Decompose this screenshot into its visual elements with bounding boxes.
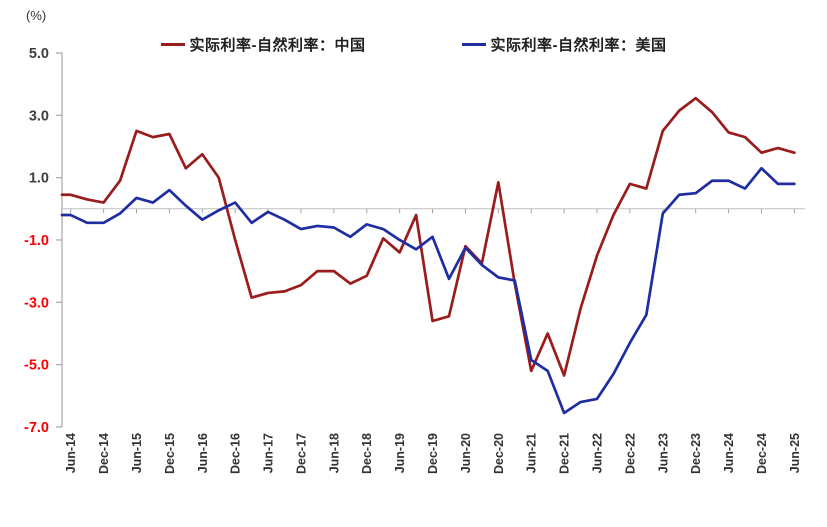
x-axis-label: Jun-25: [788, 433, 802, 473]
x-axis-label: Dec-23: [689, 433, 703, 474]
x-axis-label: Dec-20: [492, 433, 506, 474]
y-tick-label: 5.0: [29, 46, 49, 62]
us-line-swatch: [461, 43, 486, 46]
y-axis-unit-label: (%): [26, 8, 47, 23]
x-axis-label: Jun-19: [393, 433, 407, 473]
y-tick-label: -1.0: [24, 233, 49, 249]
legend-item-china: 实际利率-自然利率：中国: [160, 34, 366, 55]
x-axis-label: Dec-18: [360, 433, 374, 474]
legend-label-china: 实际利率-自然利率：中国: [189, 37, 366, 54]
series-line-china: [60, 96, 796, 377]
x-axis-label: Dec-19: [426, 433, 440, 474]
x-axis-label: Jun-20: [459, 433, 473, 473]
legend-label-us: 实际利率-自然利率：美国: [490, 37, 667, 54]
x-axis-label: Dec-16: [229, 433, 243, 474]
x-axis-label: Dec-21: [558, 433, 572, 474]
x-axis-label: Dec-15: [163, 433, 177, 474]
y-tick-label: -7.0: [24, 420, 49, 436]
legend: 实际利率-自然利率：中国 实际利率-自然利率：美国: [0, 34, 827, 55]
y-tick-label: 3.0: [29, 108, 49, 124]
x-axis-label: Jun-22: [591, 433, 605, 473]
legend-item-us: 实际利率-自然利率：美国: [461, 34, 667, 55]
x-axis-label: Jun-18: [327, 433, 341, 473]
x-axis-label: Jun-14: [64, 433, 78, 473]
x-axis-label: Jun-16: [196, 433, 210, 473]
x-axis-label: Jun-21: [525, 433, 539, 473]
y-tick-label: -5.0: [24, 358, 49, 374]
x-axis-label: Jun-24: [722, 433, 736, 473]
series-line-us: [60, 166, 796, 415]
x-axis-label: Jun-17: [262, 433, 276, 473]
x-axis-label: Jun-23: [656, 433, 670, 473]
x-axis-label: Jun-15: [130, 433, 144, 473]
y-tick-label: 1.0: [29, 171, 49, 187]
x-axis-label: Dec-17: [294, 433, 308, 474]
y-tick-label: -3.0: [24, 295, 49, 311]
x-axis-label: Dec-24: [755, 433, 769, 474]
x-axis-label: Dec-22: [623, 433, 637, 474]
china-line-swatch: [160, 43, 185, 46]
x-axis-label: Dec-14: [97, 433, 111, 474]
